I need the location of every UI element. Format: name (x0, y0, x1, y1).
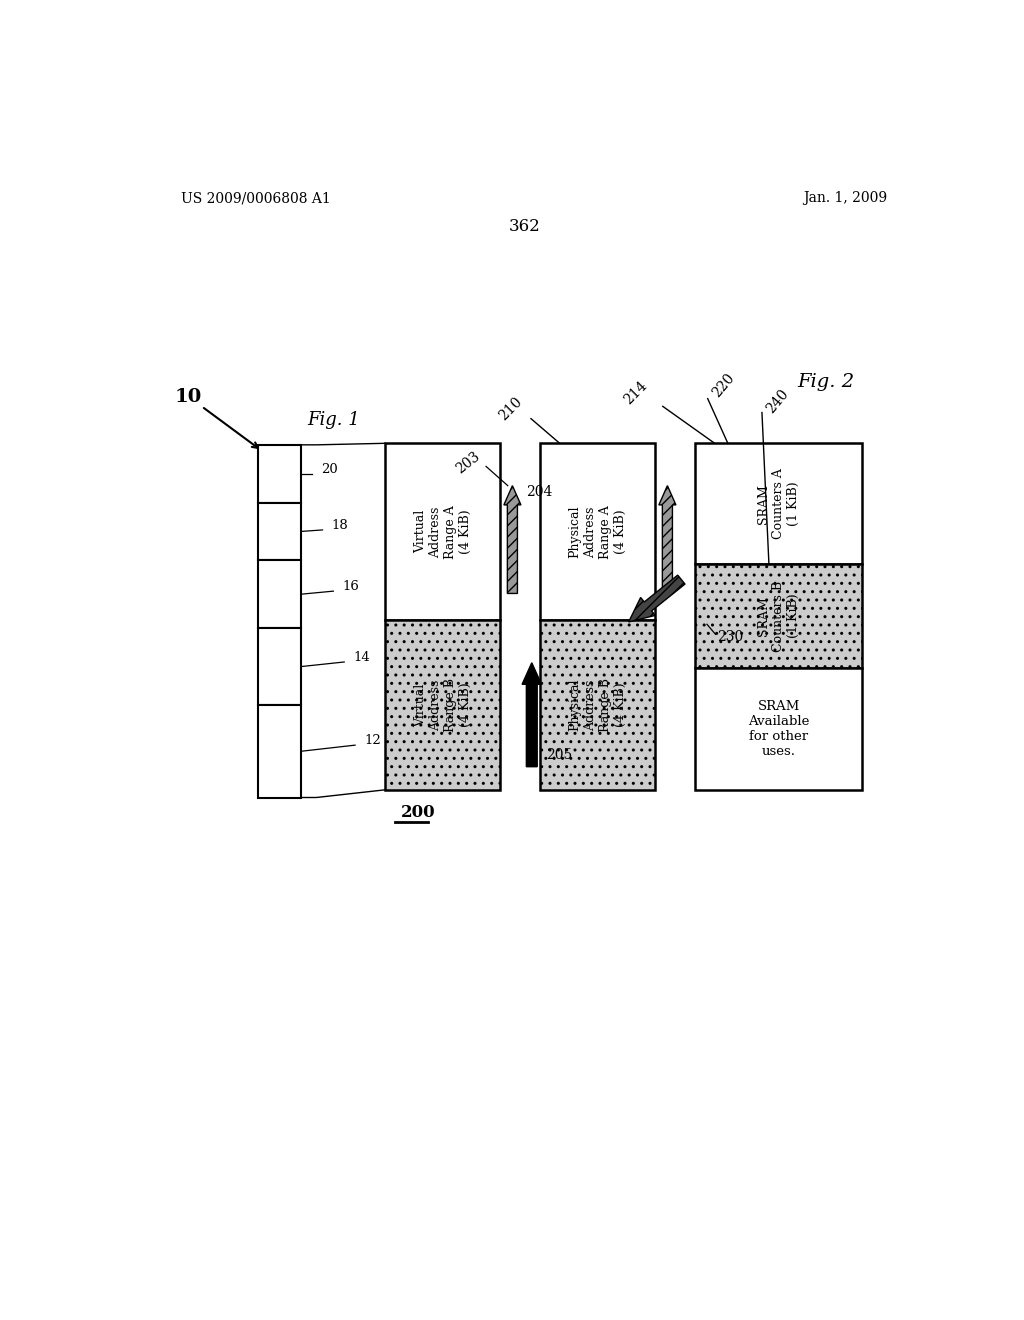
Text: SRAM
Available
for other
uses.: SRAM Available for other uses. (748, 700, 809, 758)
Text: Jan. 1, 2009: Jan. 1, 2009 (804, 191, 888, 206)
FancyArrow shape (504, 486, 521, 594)
Text: 12: 12 (365, 734, 381, 747)
Text: US 2009/0006808 A1: US 2009/0006808 A1 (180, 191, 331, 206)
Text: Physical
Address
Range B
(4 KiB): Physical Address Range B (4 KiB) (568, 678, 627, 733)
Bar (695, 668, 862, 789)
Text: 18: 18 (332, 519, 348, 532)
FancyArrow shape (658, 486, 676, 594)
Text: Fig. 2: Fig. 2 (797, 372, 854, 391)
Text: 203: 203 (454, 449, 483, 477)
Text: 240: 240 (764, 387, 792, 416)
Text: SRAM
Counters A
(1 KiB): SRAM Counters A (1 KiB) (757, 469, 800, 539)
Bar (258, 705, 301, 797)
Text: Virtual
Address
Range B
(4 KiB): Virtual Address Range B (4 KiB) (414, 678, 472, 733)
Text: Virtual
Address
Range A
(4 KiB): Virtual Address Range A (4 KiB) (414, 506, 472, 558)
Text: 205: 205 (546, 748, 572, 762)
Text: 220: 220 (710, 371, 737, 400)
Bar (541, 444, 655, 620)
Text: 20: 20 (321, 462, 338, 475)
Text: 210: 210 (497, 395, 524, 422)
Bar (258, 503, 301, 560)
Text: Fig. 1: Fig. 1 (307, 412, 359, 429)
Bar (695, 564, 862, 668)
Text: SRAM
Counters B
(1 KiB): SRAM Counters B (1 KiB) (757, 581, 800, 652)
FancyArrow shape (522, 663, 542, 767)
Bar (385, 444, 500, 620)
Bar (385, 620, 500, 789)
Text: 362: 362 (509, 218, 541, 235)
Text: 10: 10 (175, 388, 202, 407)
Text: 214: 214 (622, 379, 650, 408)
Bar (695, 444, 862, 564)
Text: 16: 16 (343, 579, 359, 593)
Bar (258, 560, 301, 628)
Text: 204: 204 (526, 484, 553, 499)
FancyArrow shape (629, 576, 685, 622)
Bar (258, 445, 301, 503)
Text: 230: 230 (717, 631, 743, 644)
Bar (541, 620, 655, 789)
Text: 200: 200 (400, 804, 435, 821)
Text: 14: 14 (353, 651, 371, 664)
Text: Physical
Address
Range A
(4 KiB): Physical Address Range A (4 KiB) (568, 506, 627, 558)
Bar (258, 628, 301, 705)
